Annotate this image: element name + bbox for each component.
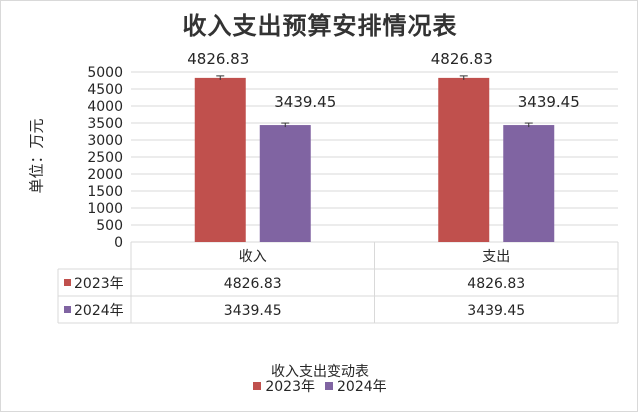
table-series-name: 2023年 (74, 276, 124, 292)
chart-caption: 收入支出变动表 (271, 364, 369, 380)
chart-title: 收入支出预算安排情况表 (182, 12, 458, 40)
bar (194, 77, 246, 242)
data-label: 4826.83 (187, 50, 249, 68)
bars-layer (194, 75, 555, 242)
y-tick-label: 2000 (87, 167, 123, 183)
table-series-name: 2024年 (74, 303, 124, 319)
y-tick-label: 500 (96, 218, 123, 234)
legend-item-2024: 2024年 (325, 376, 387, 396)
table-cell: 3439.45 (224, 303, 282, 319)
table-cell: 4826.83 (224, 276, 282, 292)
y-tick-label: 4000 (87, 99, 123, 115)
x-tick-label: 支出 (482, 249, 510, 265)
y-tick-label: 3000 (87, 133, 123, 149)
table-cell: 3439.45 (467, 303, 525, 319)
legend-label-2023: 2023年 (265, 379, 315, 395)
legend-swatch-2024 (325, 382, 333, 390)
y-tick-label: 4500 (87, 82, 123, 98)
y-tick-label: 2500 (87, 150, 123, 166)
data-labels: 4826.83 3439.45 4826.83 3439.45 (187, 50, 580, 111)
data-table: 收入 支出 2023年 4826.83 4826.83 2024年 3439.45 3439.… (57, 242, 619, 324)
y-tick-label: 1000 (87, 201, 123, 217)
y-tick-label: 0 (114, 235, 123, 251)
data-label: 4826.83 (431, 50, 493, 68)
table-legend-key (64, 279, 71, 286)
y-tick-label: 1500 (87, 184, 123, 200)
data-label: 3439.45 (518, 93, 580, 111)
table-legend-key (64, 306, 71, 313)
y-tick-label: 3500 (87, 116, 123, 132)
legend-item-2023: 2023年 (253, 376, 315, 396)
table-cell: 4826.83 (467, 276, 525, 292)
x-tick-label: 收入 (239, 249, 267, 265)
bar (503, 125, 555, 242)
data-label: 3439.45 (274, 93, 336, 111)
legend: 2023年 2024年 (0, 376, 640, 396)
y-tick-label: 5000 (87, 65, 123, 81)
bar (438, 77, 490, 242)
legend-swatch-2023 (253, 382, 262, 390)
legend-label-2024: 2024年 (337, 379, 387, 395)
bar (259, 125, 311, 242)
